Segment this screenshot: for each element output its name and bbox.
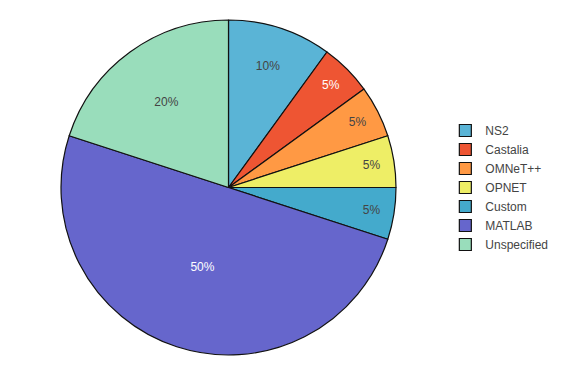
svg-text:Custom: Custom: [485, 200, 526, 214]
svg-text:Unspecified: Unspecified: [485, 238, 548, 252]
svg-text:Castalia: Castalia: [485, 143, 529, 157]
svg-text:MATLAB: MATLAB: [485, 219, 532, 233]
svg-text:50%: 50%: [190, 260, 214, 274]
svg-text:10%: 10%: [256, 59, 280, 73]
svg-text:5%: 5%: [363, 158, 381, 172]
svg-text:20%: 20%: [154, 95, 178, 109]
svg-text:5%: 5%: [322, 78, 340, 92]
svg-text:OMNeT++: OMNeT++: [485, 162, 541, 176]
svg-text:OPNET: OPNET: [485, 181, 527, 195]
svg-text:NS2: NS2: [485, 124, 509, 138]
svg-text:5%: 5%: [363, 203, 381, 217]
svg-text:5%: 5%: [349, 115, 367, 129]
